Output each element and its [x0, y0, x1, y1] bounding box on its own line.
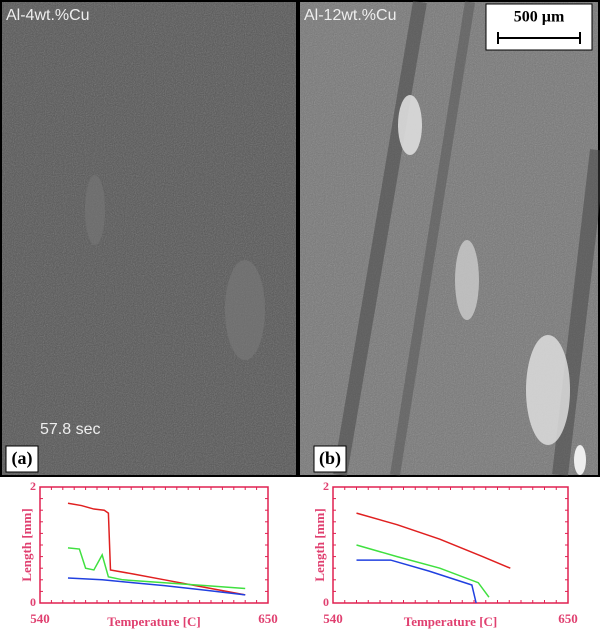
- y-tick-label: 2: [30, 479, 36, 493]
- x-tick-label: 650: [258, 611, 278, 626]
- y-tick-label: 0: [30, 595, 36, 609]
- scale-box: [485, 3, 593, 51]
- x-tick-label: 540: [30, 611, 50, 626]
- x-axis-label: Temperature [C]: [404, 614, 498, 629]
- y-tick-label: 2: [323, 479, 329, 493]
- x-tick-label: 650: [558, 611, 578, 626]
- panel-label: (a): [12, 448, 33, 469]
- time-label: 57.8 sec: [40, 421, 100, 438]
- panel-label: (b): [319, 448, 341, 469]
- panel-title: Al-12wt.%Cu: [304, 7, 396, 24]
- image-b: [300, 0, 600, 477]
- x-tick-label: 540: [323, 611, 343, 626]
- panel-title: Al-4wt.%Cu: [6, 7, 90, 24]
- y-axis-label: Length [mm]: [19, 508, 34, 581]
- series-line: [356, 544, 490, 598]
- label-box: [5, 445, 39, 473]
- plot-frame: [332, 486, 569, 604]
- series-line: [356, 559, 477, 604]
- scale-bar-label: 500 µm: [514, 9, 565, 26]
- y-tick-label: 0: [323, 595, 329, 609]
- x-axis-label: Temperature [C]: [107, 614, 201, 629]
- series-line: [67, 547, 246, 590]
- scale-bar: [497, 32, 581, 44]
- y-axis-label: Length [mm]: [312, 508, 327, 581]
- image-a: [2, 2, 296, 475]
- series-line: [356, 512, 511, 569]
- series-line: [67, 577, 246, 596]
- label-box: [313, 445, 347, 473]
- series-line: [67, 502, 246, 596]
